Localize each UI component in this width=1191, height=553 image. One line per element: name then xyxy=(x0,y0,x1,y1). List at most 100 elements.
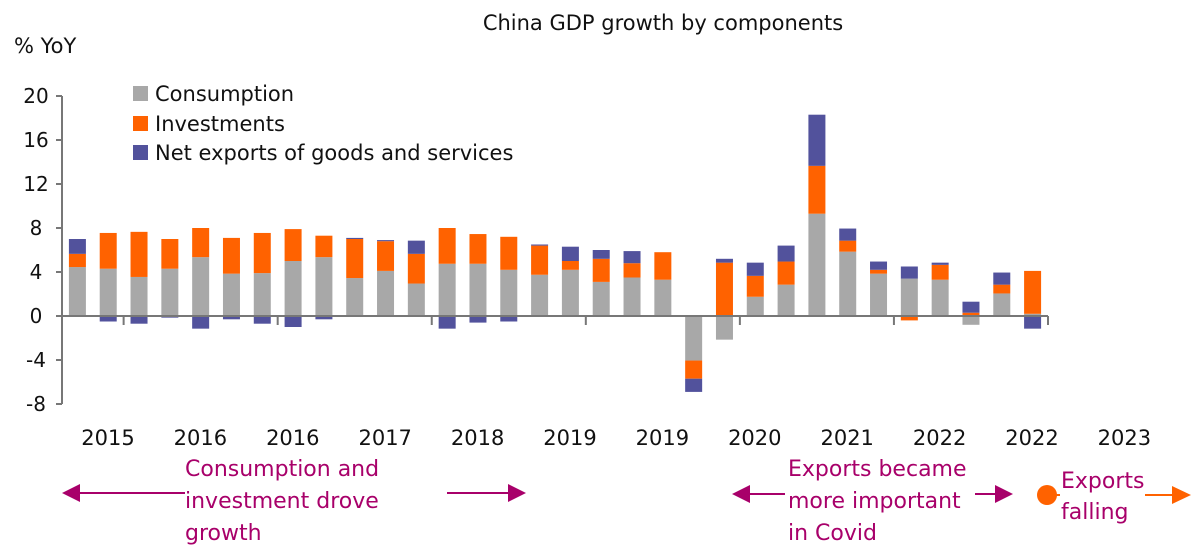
bar-net-exports xyxy=(746,262,764,276)
bar-consumption xyxy=(592,281,610,316)
bar-investments xyxy=(715,262,733,316)
bar-net-exports xyxy=(438,316,456,329)
x-tick-label: 2022 xyxy=(1005,426,1058,450)
bars xyxy=(68,114,1042,392)
bar-consumption xyxy=(99,268,117,316)
bar-consumption xyxy=(777,284,795,316)
bar-net-exports xyxy=(561,246,579,261)
bar-net-exports xyxy=(407,240,425,254)
bar-investments xyxy=(623,263,641,278)
arrow-right-head xyxy=(995,485,1013,503)
bar-investments xyxy=(746,275,764,297)
bar-investments xyxy=(561,261,579,270)
legend: Consumption Investments Net exports of g… xyxy=(133,82,513,165)
annotation-text: Consumption and investment drove growth xyxy=(185,457,386,546)
bar-consumption xyxy=(407,283,425,316)
bar-investments xyxy=(222,237,240,274)
bar-consumption xyxy=(253,273,271,316)
bar-net-exports xyxy=(222,316,240,320)
legend-swatch-net-exports xyxy=(133,145,148,160)
bar-consumption xyxy=(900,278,918,316)
arrow-left-head xyxy=(732,485,750,503)
legend-label-investments: Investments xyxy=(155,112,285,136)
bar-investments xyxy=(900,316,918,321)
y-axis-label: % YoY xyxy=(14,34,77,58)
bar-consumption xyxy=(623,277,641,316)
bar-net-exports xyxy=(993,272,1011,285)
bar-consumption xyxy=(130,276,148,316)
bar-consumption xyxy=(962,316,980,325)
bar-investments xyxy=(870,269,888,274)
bar-consumption xyxy=(469,263,487,316)
bar-consumption xyxy=(500,269,518,316)
y-tick-label: 8 xyxy=(30,216,43,240)
bar-consumption xyxy=(222,273,240,316)
bar-consumption xyxy=(315,257,333,316)
bar-investments xyxy=(253,232,271,274)
bar-consumption xyxy=(561,269,579,316)
bar-investments xyxy=(654,252,672,280)
bar-consumption xyxy=(161,268,179,316)
bar-consumption xyxy=(685,316,703,361)
x-tick-label: 2019 xyxy=(543,426,596,450)
bar-investments xyxy=(1024,270,1042,314)
bar-investments xyxy=(592,258,610,282)
x-tick-label: 2020 xyxy=(728,426,781,450)
bar-investments xyxy=(377,241,395,271)
bar-net-exports xyxy=(253,316,271,324)
bar-consumption xyxy=(346,278,364,316)
bar-investments xyxy=(284,229,302,261)
bar-investments xyxy=(808,165,826,214)
bar-investments xyxy=(315,235,333,258)
dot-marker xyxy=(1037,485,1057,505)
bar-net-exports xyxy=(469,316,487,323)
x-tick-label: 2022 xyxy=(913,426,966,450)
bar-net-exports xyxy=(500,316,518,322)
bar-net-exports xyxy=(346,237,364,239)
bar-investments xyxy=(500,236,518,270)
bar-investments xyxy=(962,312,980,316)
bar-investments xyxy=(993,284,1011,294)
bar-investments xyxy=(68,253,86,268)
arrow-right-head xyxy=(508,484,526,502)
bar-net-exports xyxy=(870,261,888,270)
bar-investments xyxy=(192,228,210,258)
annotation-text: Exports became more important in Covid xyxy=(788,457,974,546)
legend-label-net-exports: Net exports of goods and services xyxy=(155,141,513,165)
bar-investments xyxy=(777,261,795,285)
y-tick-label: 0 xyxy=(30,304,43,328)
bar-investments xyxy=(99,232,117,269)
bar-investments xyxy=(130,231,148,277)
bar-investments xyxy=(931,264,949,280)
bar-consumption xyxy=(1024,313,1042,316)
bar-investments xyxy=(469,234,487,264)
bar-net-exports xyxy=(284,316,302,327)
bar-net-exports xyxy=(715,258,733,263)
bar-consumption xyxy=(438,263,456,316)
x-tick-label: 2016 xyxy=(266,426,319,450)
bar-consumption xyxy=(870,273,888,316)
bar-investments xyxy=(685,360,703,379)
y-tick-label: 12 xyxy=(23,172,48,196)
x-tick-label: 2021 xyxy=(820,426,873,450)
legend-label-consumption: Consumption xyxy=(155,82,294,106)
y-tick-label: 20 xyxy=(23,84,48,108)
bar-consumption xyxy=(68,267,86,316)
bar-investments xyxy=(531,245,549,275)
bar-net-exports xyxy=(839,228,857,241)
bar-consumption xyxy=(839,251,857,316)
legend-swatch-consumption xyxy=(133,86,148,101)
bar-net-exports xyxy=(99,316,117,322)
y-tick-label: -8 xyxy=(26,392,46,416)
bar-net-exports xyxy=(377,240,395,242)
bar-investments xyxy=(346,239,364,279)
bar-net-exports xyxy=(531,244,549,246)
bar-investments xyxy=(161,239,179,269)
legend-swatch-investments xyxy=(133,116,148,131)
annotation-text: Exports falling xyxy=(1061,469,1151,525)
chart-title: China GDP growth by components xyxy=(483,11,843,35)
bar-consumption xyxy=(192,257,210,316)
bar-consumption xyxy=(993,293,1011,316)
bar-consumption xyxy=(715,316,733,340)
bar-consumption xyxy=(931,279,949,316)
